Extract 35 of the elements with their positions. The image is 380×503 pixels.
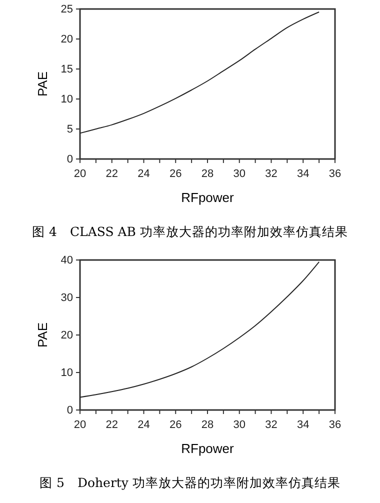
y-tick-label: 20 — [60, 34, 73, 46]
y-axis-title: PAE — [35, 71, 50, 97]
x-tick-label: 28 — [201, 418, 214, 431]
x-tick-label: 22 — [106, 418, 118, 431]
y-tick-label: 10 — [60, 367, 73, 380]
y-axis-title: PAE — [35, 322, 50, 348]
y-tick-label: 30 — [60, 292, 73, 304]
line-series — [80, 261, 320, 398]
y-tick-label: 25 — [60, 4, 73, 16]
y-tick-label: 5 — [66, 124, 73, 136]
line-series — [80, 12, 320, 134]
x-axis-title: RFpower — [181, 441, 235, 456]
x-axis-title: RFpower — [181, 190, 235, 205]
x-tick-label: 24 — [138, 168, 150, 180]
y-tick-label: 0 — [66, 154, 73, 166]
x-tick-label: 34 — [297, 168, 310, 180]
y-tick-label: 15 — [60, 64, 73, 76]
y-tick-label: 20 — [60, 330, 73, 342]
x-tick-label: 28 — [201, 168, 214, 180]
y-tick-label: 0 — [66, 404, 73, 417]
x-tick-label: 30 — [233, 168, 246, 180]
x-tick-label: 24 — [138, 418, 150, 431]
x-tick-label: 32 — [265, 168, 278, 180]
x-tick-label: 30 — [233, 418, 246, 431]
x-tick-label: 32 — [265, 418, 278, 431]
text: 图 5 Doherty 功率放大器的功率附加效率仿真结果 — [40, 475, 340, 490]
y-tick-label: 10 — [60, 94, 73, 106]
x-tick-label: 26 — [170, 418, 182, 431]
x-tick-label: 36 — [328, 418, 342, 431]
x-tick-label: 34 — [297, 418, 310, 431]
x-tick-label: 26 — [170, 168, 182, 180]
y-tick-label: 40 — [60, 254, 73, 267]
text: 图 4 CLASS AB 功率放大器的功率附加效率仿真结果 — [32, 224, 348, 239]
x-tick-label: 36 — [328, 168, 342, 180]
x-tick-label: 22 — [106, 168, 118, 180]
